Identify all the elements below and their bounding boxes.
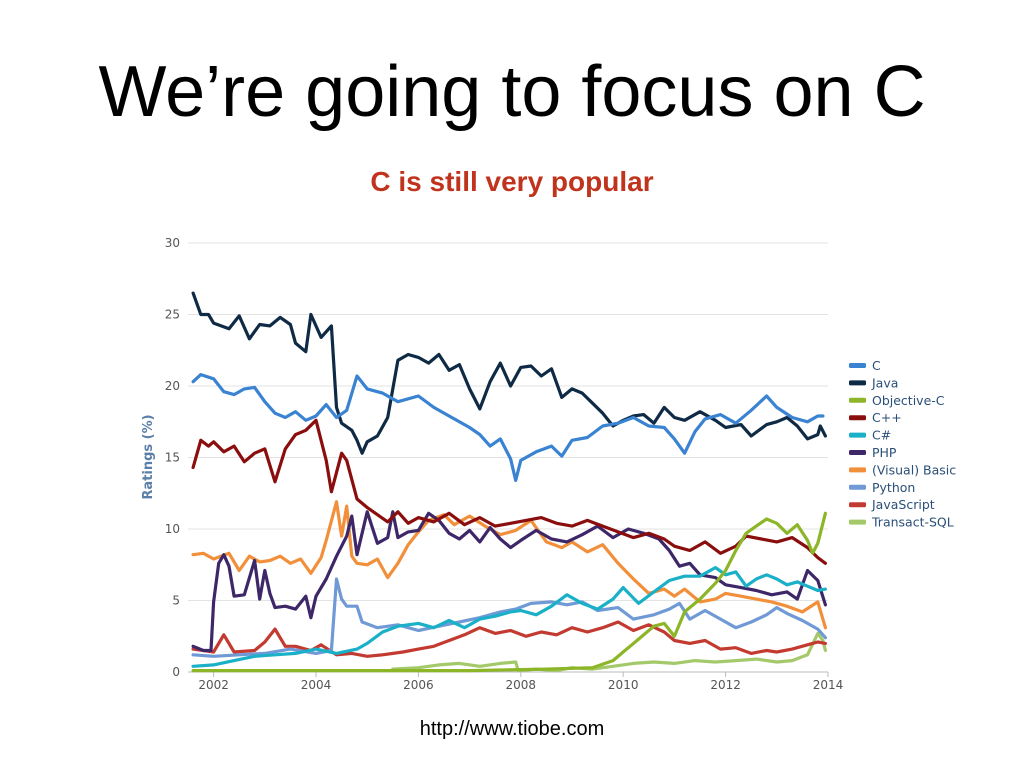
series-line-python [191, 577, 827, 658]
x-tick-label: 2006 [403, 678, 434, 692]
legend: C Java Objective-C C++ C# PHP (Visual) Basic Py… [849, 358, 956, 530]
legend-label-visual-basic: (Visual) Basic [872, 462, 956, 477]
series-line-transact-sql [391, 631, 827, 673]
slide-title: We’re going to focus on C [98, 52, 926, 132]
legend-label-objective-c: Objective-C [872, 393, 945, 408]
legend-swatch-c [849, 415, 866, 421]
x-tick-label: 2002 [198, 678, 229, 692]
legend-swatch-c [849, 432, 866, 438]
legend-label-javascript: JavaScript [871, 497, 935, 512]
legend-label-python: Python [872, 480, 915, 495]
legend-swatch-objective-c [849, 397, 866, 403]
series-line-c [191, 373, 825, 482]
legend-swatch-transact-sql [849, 519, 866, 525]
source-url: http://www.tiobe.com [419, 718, 605, 740]
series-line-java [191, 291, 827, 455]
y-tick-label: 10 [165, 522, 180, 536]
y-tick-label: 5 [172, 594, 180, 608]
legend-label-c: C [872, 358, 881, 373]
axes: 0 5 10 15 20 25 30 2002 2004 2006 2008 2010 2012 2014 [165, 236, 844, 692]
legend-label-transact-sql: Transact-SQL [871, 515, 954, 530]
y-tick-label: 30 [165, 236, 180, 250]
x-tick-label: 2008 [506, 678, 537, 692]
y-axis-label: Ratings (%) [141, 414, 156, 499]
x-tick-label: 2004 [301, 678, 332, 692]
legend-swatch-php [849, 450, 866, 455]
series-line-visual-basic [191, 500, 827, 630]
legend-label-c: C# [872, 428, 891, 443]
y-tick-label: 0 [172, 665, 180, 679]
y-tick-label: 15 [165, 451, 180, 465]
legend-swatch-python [849, 484, 866, 490]
series-line-c [191, 566, 827, 668]
series-line-objective-c [191, 511, 827, 673]
series-lines [191, 291, 827, 673]
legend-label-c: C++ [872, 410, 902, 425]
x-tick-label: 2012 [710, 678, 741, 692]
series-line-php [191, 510, 827, 653]
legend-swatch-java [849, 380, 866, 386]
legend-swatch-visual-basic [849, 467, 866, 473]
legend-swatch-javascript [849, 502, 866, 508]
chart-title: C is still very popular [370, 166, 654, 197]
legend-label-php: PHP [872, 445, 897, 460]
x-tick-label: 2010 [608, 678, 639, 692]
series-line-c [191, 418, 827, 565]
y-tick-label: 20 [165, 379, 180, 393]
legend-label-java: Java [871, 375, 898, 390]
series-line-javascript [191, 620, 827, 658]
x-tick-label: 2014 [813, 678, 844, 692]
y-tick-label: 25 [165, 308, 180, 322]
legend-swatch-c [849, 363, 866, 368]
